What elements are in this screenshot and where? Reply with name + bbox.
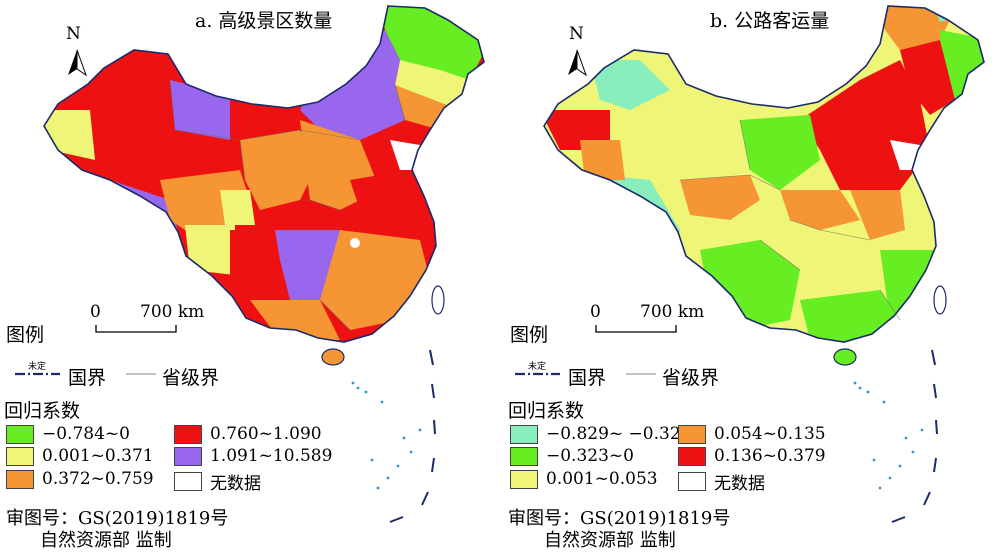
legend-item-a-5: 无数据 (174, 469, 261, 494)
legend-item-a-4: 1.091~10.589 (174, 446, 332, 466)
legend-swatch (678, 472, 706, 491)
scale-dist-b: 700 km (640, 302, 705, 322)
legend-swatch (6, 446, 34, 466)
legend-coef-title-b: 回归系数 (508, 400, 585, 422)
legend-item-a-1: 0.001~0.371 (6, 446, 154, 466)
legend-swatch (6, 469, 34, 489)
scale-zero-b: 0 (590, 302, 601, 322)
legend-item-b-3: 0.136~0.379 (678, 446, 826, 466)
legend-item-b-4: 0.001~0.053 (510, 469, 658, 489)
legend-boundary-province-b: 省级界 (662, 367, 720, 389)
scale-bar-a (95, 325, 177, 333)
map-panel-b: b. 公路客运量 N 0 700 km 图例 未定 国界 省级界 回归系数 −0… (500, 0, 1000, 551)
map-supervisor-b: 自然资源部 监制 (544, 530, 676, 551)
legend-swatch (510, 446, 538, 466)
south-china-sea-dashes-a (389, 349, 436, 523)
legend-item-b-5: 无数据 (678, 469, 765, 494)
legend-item-b-0: −0.829~ −0.324 (510, 424, 691, 444)
legend-swatch (678, 424, 706, 444)
china-map-b (515, 5, 985, 523)
legend-boundary-national-b: 国界 (568, 367, 607, 389)
legend-item-b-1: 0.054~0.135 (678, 424, 826, 444)
map-approval-no-b: 审图号：GS(2019)1819号 (508, 508, 731, 529)
map-panel-a: a. 高级景区数量 N 0 700 km 图例 未定 国界 省级界 回归系数 −… (0, 0, 500, 551)
map-supervisor-a: 自然资源部 监制 (40, 530, 172, 551)
boundary-annotation-a: 未定 (28, 362, 47, 372)
legend-swatch (174, 472, 202, 491)
boundary-annotation-b: 未定 (528, 362, 547, 372)
china-map-a (15, 5, 485, 523)
legend-item-a-2: 0.372~0.759 (6, 469, 154, 489)
map-title-a: a. 高级景区数量 (195, 10, 333, 32)
legend-swatch (6, 424, 34, 444)
scale-bar-b (595, 325, 677, 333)
legend-swatch (510, 424, 538, 444)
scale-dist-a: 700 km (140, 302, 205, 322)
legend-coef-title-a: 回归系数 (4, 400, 81, 422)
map-title-b: b. 公路客运量 (710, 10, 830, 32)
north-arrow-icon (68, 49, 87, 77)
north-arrow-icon (568, 49, 587, 77)
north-label-a: N (66, 24, 81, 44)
legend-boundary-national-a: 国界 (68, 367, 107, 389)
legend-item-b-2: −0.323~0 (510, 446, 634, 466)
map-approval-no-a: 审图号：GS(2019)1819号 (6, 508, 229, 529)
north-label-b: N (569, 24, 584, 44)
legend-item-a-3: 0.760~1.090 (174, 424, 322, 444)
legend-boundary-province-a: 省级界 (162, 367, 220, 389)
legend-swatch (174, 424, 202, 444)
scale-zero-a: 0 (90, 302, 101, 322)
legend-swatch (678, 446, 706, 466)
legend-title-b: 图例 (510, 324, 549, 346)
legend-swatch (510, 469, 538, 489)
legend-item-a-0: −0.784~0 (6, 424, 130, 444)
south-china-sea-dashes-b (891, 349, 938, 523)
legend-title-a: 图例 (6, 324, 45, 346)
legend-swatch (174, 446, 202, 466)
